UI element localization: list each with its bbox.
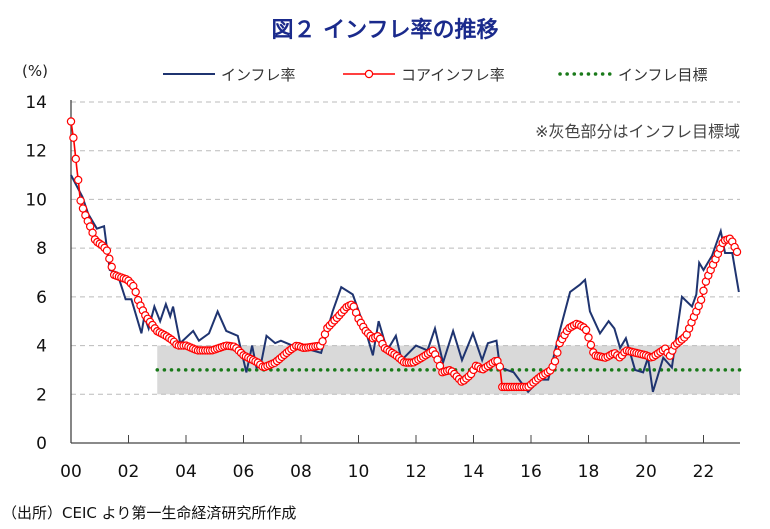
y-tick-label: 6: [36, 288, 47, 308]
x-tick-label: 20: [635, 462, 657, 482]
core-inflation-marker: [696, 295, 706, 305]
legend-label-target: インフレ目標: [618, 66, 708, 84]
core-inflation-marker: [102, 246, 112, 255]
legend-marker-core: [364, 69, 374, 79]
core-inflation-marker: [699, 286, 708, 295]
chart-title: 図２ インフレ率の推移: [271, 18, 499, 43]
y-tick-label: 0: [36, 434, 47, 454]
core-inflation-marker: [318, 337, 327, 346]
legend-label-inflation: インフレ率: [221, 66, 296, 84]
x-tick-label: 04: [175, 462, 197, 482]
y-tick-label: 8: [36, 239, 47, 259]
source-note: （出所）CEIC より第一生命経済研究所作成: [2, 504, 297, 522]
y-tick-label: 10: [25, 190, 47, 210]
core-inflation-marker: [732, 247, 742, 257]
x-tick-label: 06: [233, 462, 255, 482]
x-tick-label: 10: [348, 462, 370, 482]
x-tick-label: 16: [520, 462, 542, 482]
x-tick-label: 18: [578, 462, 600, 482]
y-axis-unit: (%): [22, 62, 48, 80]
core-inflation-marker: [107, 262, 116, 272]
core-inflation-marker: [581, 325, 591, 335]
x-tick-label: 02: [118, 462, 140, 482]
y-tick-label: 12: [25, 142, 47, 162]
core-inflation-marker: [78, 204, 88, 213]
core-inflation-marker: [71, 154, 80, 164]
core-inflation-marker: [553, 348, 562, 357]
band-note: ※灰色部分はインフレ目標域: [535, 122, 740, 141]
core-inflation-marker: [69, 133, 78, 142]
core-inflation-marker: [584, 333, 593, 342]
core-inflation-marker: [105, 254, 114, 263]
x-tick-label: 08: [290, 462, 312, 482]
core-inflation-marker: [73, 175, 83, 185]
x-tick-label: 00: [60, 462, 82, 482]
core-inflation-marker: [131, 287, 140, 297]
y-tick-label: 14: [25, 93, 47, 113]
x-tick-label: 12: [405, 462, 427, 482]
legend-label-core: コアインフレ率: [401, 66, 505, 84]
x-tick-label: 14: [463, 462, 485, 482]
inflation-rate-line: [70, 174, 740, 394]
core-inflation-marker: [586, 340, 596, 350]
core-inflation-marker: [88, 228, 97, 237]
y-tick-label: 2: [36, 385, 47, 405]
x-tick-label: 22: [693, 462, 715, 482]
core-inflation-marker: [495, 362, 505, 371]
core-inflation-marker: [66, 117, 76, 126]
y-tick-label: 4: [36, 337, 47, 357]
core-inflation-marker: [76, 196, 85, 205]
core-inflation-marker: [550, 357, 560, 366]
